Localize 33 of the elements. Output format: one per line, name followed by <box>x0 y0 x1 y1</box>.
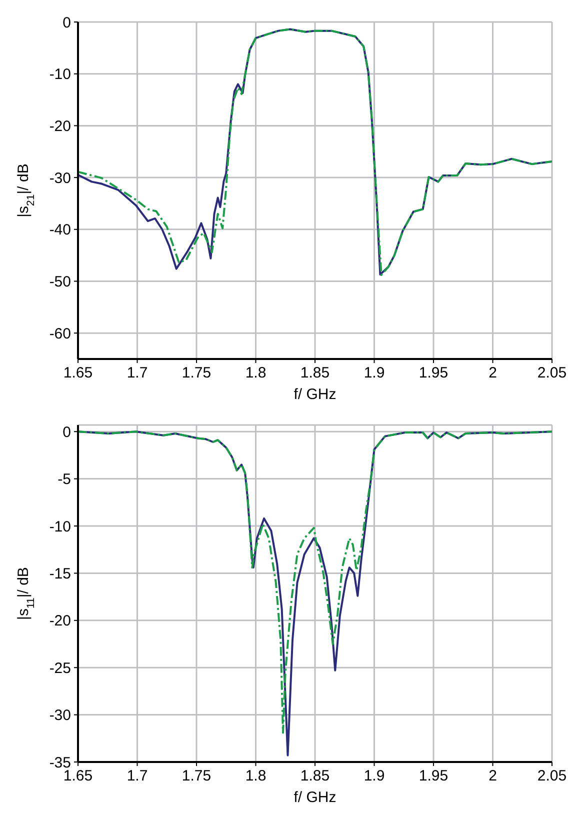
x-tick-label: 2.05 <box>537 364 567 382</box>
x-tick-label: 1.95 <box>418 364 448 382</box>
x-tick-label: 1.75 <box>182 768 212 785</box>
x-tick-label: 1.65 <box>63 364 93 382</box>
x-tick-label: 2 <box>488 364 497 382</box>
y-tick-label: -30 <box>49 170 71 187</box>
y-tick-label: -20 <box>49 612 71 630</box>
x-tick-label: 2 <box>488 768 497 785</box>
y-tick-label: 0 <box>62 14 71 32</box>
y-tick-label: -30 <box>49 707 71 724</box>
x-tick-label: 1.9 <box>364 364 385 382</box>
x-tick-label: 1.95 <box>418 768 448 785</box>
x-tick-label: 1.85 <box>300 364 330 382</box>
y-tick-label: -10 <box>49 518 71 536</box>
x-tick-label: 1.7 <box>126 364 148 382</box>
y-tick-label: -15 <box>49 566 71 583</box>
y-tick-label: -40 <box>49 222 71 239</box>
y-tick-label: -60 <box>49 325 71 342</box>
y-tick-label: 0 <box>62 424 71 441</box>
x-tick-label: 1.8 <box>245 768 266 785</box>
x-tick-label: 1.8 <box>245 364 266 382</box>
y-tick-label: -20 <box>49 118 71 136</box>
y-tick-label: -10 <box>49 66 71 84</box>
x-tick-label: 1.85 <box>300 768 330 785</box>
x-tick-label: 1.75 <box>182 364 212 382</box>
x-axis-title: f/ GHz <box>294 386 336 403</box>
x-axis-title: f/ GHz <box>294 789 336 806</box>
y-tick-label: -5 <box>58 471 71 488</box>
y-tick-label: -25 <box>49 660 71 677</box>
x-tick-label: 1.7 <box>126 768 148 785</box>
x-tick-label: 1.9 <box>364 768 385 785</box>
y-tick-label: -50 <box>49 274 71 291</box>
x-tick-label: 2.05 <box>537 768 567 785</box>
